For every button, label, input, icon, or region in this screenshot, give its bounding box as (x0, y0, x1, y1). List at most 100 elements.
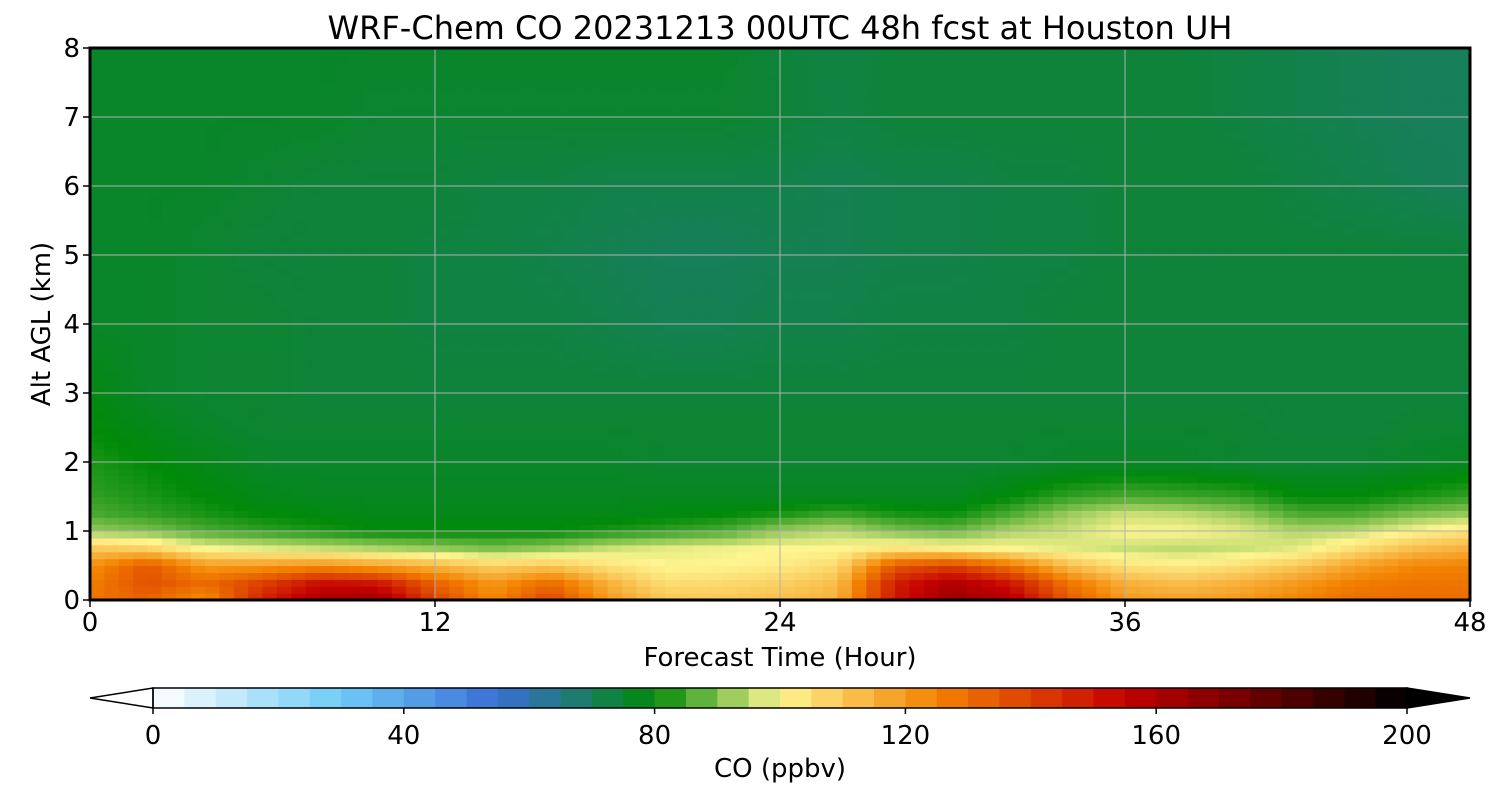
heatmap-cell (1038, 565, 1054, 573)
heatmap-cell (981, 524, 997, 532)
heatmap-cell (521, 558, 537, 567)
heatmap-cell (1383, 475, 1399, 484)
heatmap-cell (650, 289, 666, 297)
heatmap-cell (262, 337, 278, 346)
heatmap-cell (621, 537, 637, 546)
heatmap-cell (995, 524, 1011, 532)
heatmap-cell (1268, 455, 1284, 463)
heatmap-cell (1326, 455, 1342, 463)
heatmap-cell (722, 303, 738, 311)
heatmap-cell (1254, 475, 1270, 484)
heatmap-cell (1268, 565, 1284, 573)
heatmap-cell (851, 337, 867, 346)
heatmap-cell (765, 344, 781, 353)
heatmap-cell (133, 330, 149, 339)
heatmap-cell (420, 537, 436, 546)
heatmap-cell (104, 489, 120, 498)
heatmap-cell (348, 399, 364, 408)
heatmap-cell (391, 241, 407, 249)
heatmap-cell (377, 565, 393, 573)
heatmap-cell (190, 462, 206, 470)
heatmap-cell (765, 241, 781, 249)
heatmap-cell (1139, 427, 1155, 435)
heatmap-cell (995, 586, 1011, 594)
heatmap-cell (909, 482, 925, 491)
heatmap-cell (1383, 565, 1399, 573)
heatmap-cell (377, 399, 393, 408)
heatmap-cell (118, 372, 134, 380)
heatmap-cell (1240, 448, 1255, 456)
heatmap-cell (1355, 344, 1370, 353)
heatmap-cell (348, 482, 364, 491)
heatmap-cell (1211, 344, 1227, 353)
heatmap-cell (650, 282, 666, 291)
heatmap-cell (679, 406, 695, 415)
heatmap-cell (190, 503, 206, 511)
heatmap-cell (909, 261, 925, 270)
heatmap-cell (420, 337, 436, 346)
heatmap-cell (1412, 337, 1428, 346)
heatmap-cell (966, 324, 982, 332)
heatmap-cell (348, 531, 364, 539)
heatmap-cell (1196, 330, 1212, 339)
heatmap-cell (1254, 386, 1270, 394)
heatmap-cell (305, 496, 321, 504)
heatmap-cell (679, 427, 695, 435)
heatmap-cell (147, 275, 163, 284)
heatmap-cell (219, 268, 235, 277)
heatmap-cell (233, 289, 249, 297)
heatmap-cell (1311, 317, 1327, 325)
heatmap-cell (1225, 503, 1241, 511)
heatmap-cell (751, 344, 767, 353)
heatmap-cell (751, 365, 767, 373)
heatmap-cell (305, 544, 321, 553)
heatmap-cell (305, 441, 321, 449)
heatmap-cell (104, 544, 120, 553)
heatmap-cell (1426, 344, 1442, 353)
heatmap-cell (90, 379, 105, 387)
heatmap-cell (895, 268, 910, 277)
heatmap-cell (851, 551, 867, 560)
heatmap-cell (923, 420, 939, 429)
heatmap-cell (248, 241, 264, 249)
heatmap-cell (995, 337, 1011, 346)
heatmap-cell (952, 427, 968, 435)
heatmap-cell (1096, 510, 1112, 518)
heatmap-cell (679, 296, 695, 304)
heatmap-cell (176, 427, 192, 435)
heatmap-cell (708, 517, 724, 525)
heatmap-cell (406, 462, 422, 470)
heatmap-cell (90, 413, 105, 422)
heatmap-cell (966, 434, 982, 442)
heatmap-cell (1398, 593, 1414, 600)
heatmap-cell (205, 289, 220, 297)
heatmap-cell (780, 448, 795, 456)
heatmap-cell (1053, 496, 1069, 504)
heatmap-cell (1067, 241, 1083, 249)
heatmap-cell (1283, 275, 1299, 284)
heatmap-cell (1441, 586, 1457, 594)
heatmap-cell (1426, 565, 1442, 573)
heatmap-cell (794, 579, 810, 587)
heatmap-cell (521, 365, 537, 373)
heatmap-cell (1340, 282, 1356, 291)
heatmap-cell (1125, 434, 1140, 442)
heatmap-cell (219, 420, 235, 429)
heatmap-cell (952, 344, 968, 353)
heatmap-cell (348, 489, 364, 498)
heatmap-cell (1168, 344, 1184, 353)
heatmap-cell (1024, 261, 1040, 270)
heatmap-cell (693, 344, 709, 353)
heatmap-cell (90, 275, 105, 284)
heatmap-cell (564, 531, 580, 539)
heatmap-cell (1125, 475, 1140, 484)
heatmap-cell (808, 275, 824, 284)
heatmap-cell (205, 241, 220, 249)
heatmap-cell (305, 517, 321, 525)
heatmap-cell (449, 337, 465, 346)
heatmap-cell (161, 448, 177, 456)
heatmap-cell (219, 475, 235, 484)
heatmap-cell (1125, 406, 1140, 415)
heatmap-cell (233, 482, 249, 491)
heatmap-cell (1010, 434, 1025, 442)
